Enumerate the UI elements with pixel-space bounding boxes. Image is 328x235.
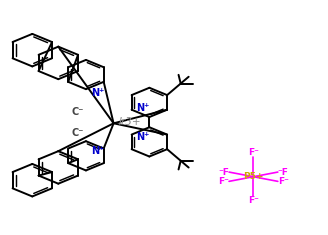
Text: N⁺: N⁺	[136, 103, 150, 113]
Text: N⁺: N⁺	[91, 88, 104, 98]
Text: F⁻: F⁻	[218, 177, 229, 186]
Text: Ir3+: Ir3+	[118, 117, 141, 127]
Text: C⁻: C⁻	[72, 128, 84, 138]
Text: ⁻F: ⁻F	[218, 168, 229, 176]
Text: C⁻: C⁻	[72, 107, 84, 117]
Text: ⁻F: ⁻F	[278, 168, 289, 176]
Text: N⁺: N⁺	[91, 146, 104, 156]
Text: F⁻: F⁻	[248, 148, 259, 157]
Text: F⁻: F⁻	[248, 196, 259, 205]
Text: F⁻: F⁻	[278, 177, 289, 186]
Text: N⁺: N⁺	[136, 132, 150, 142]
Text: P5+: P5+	[243, 172, 264, 181]
